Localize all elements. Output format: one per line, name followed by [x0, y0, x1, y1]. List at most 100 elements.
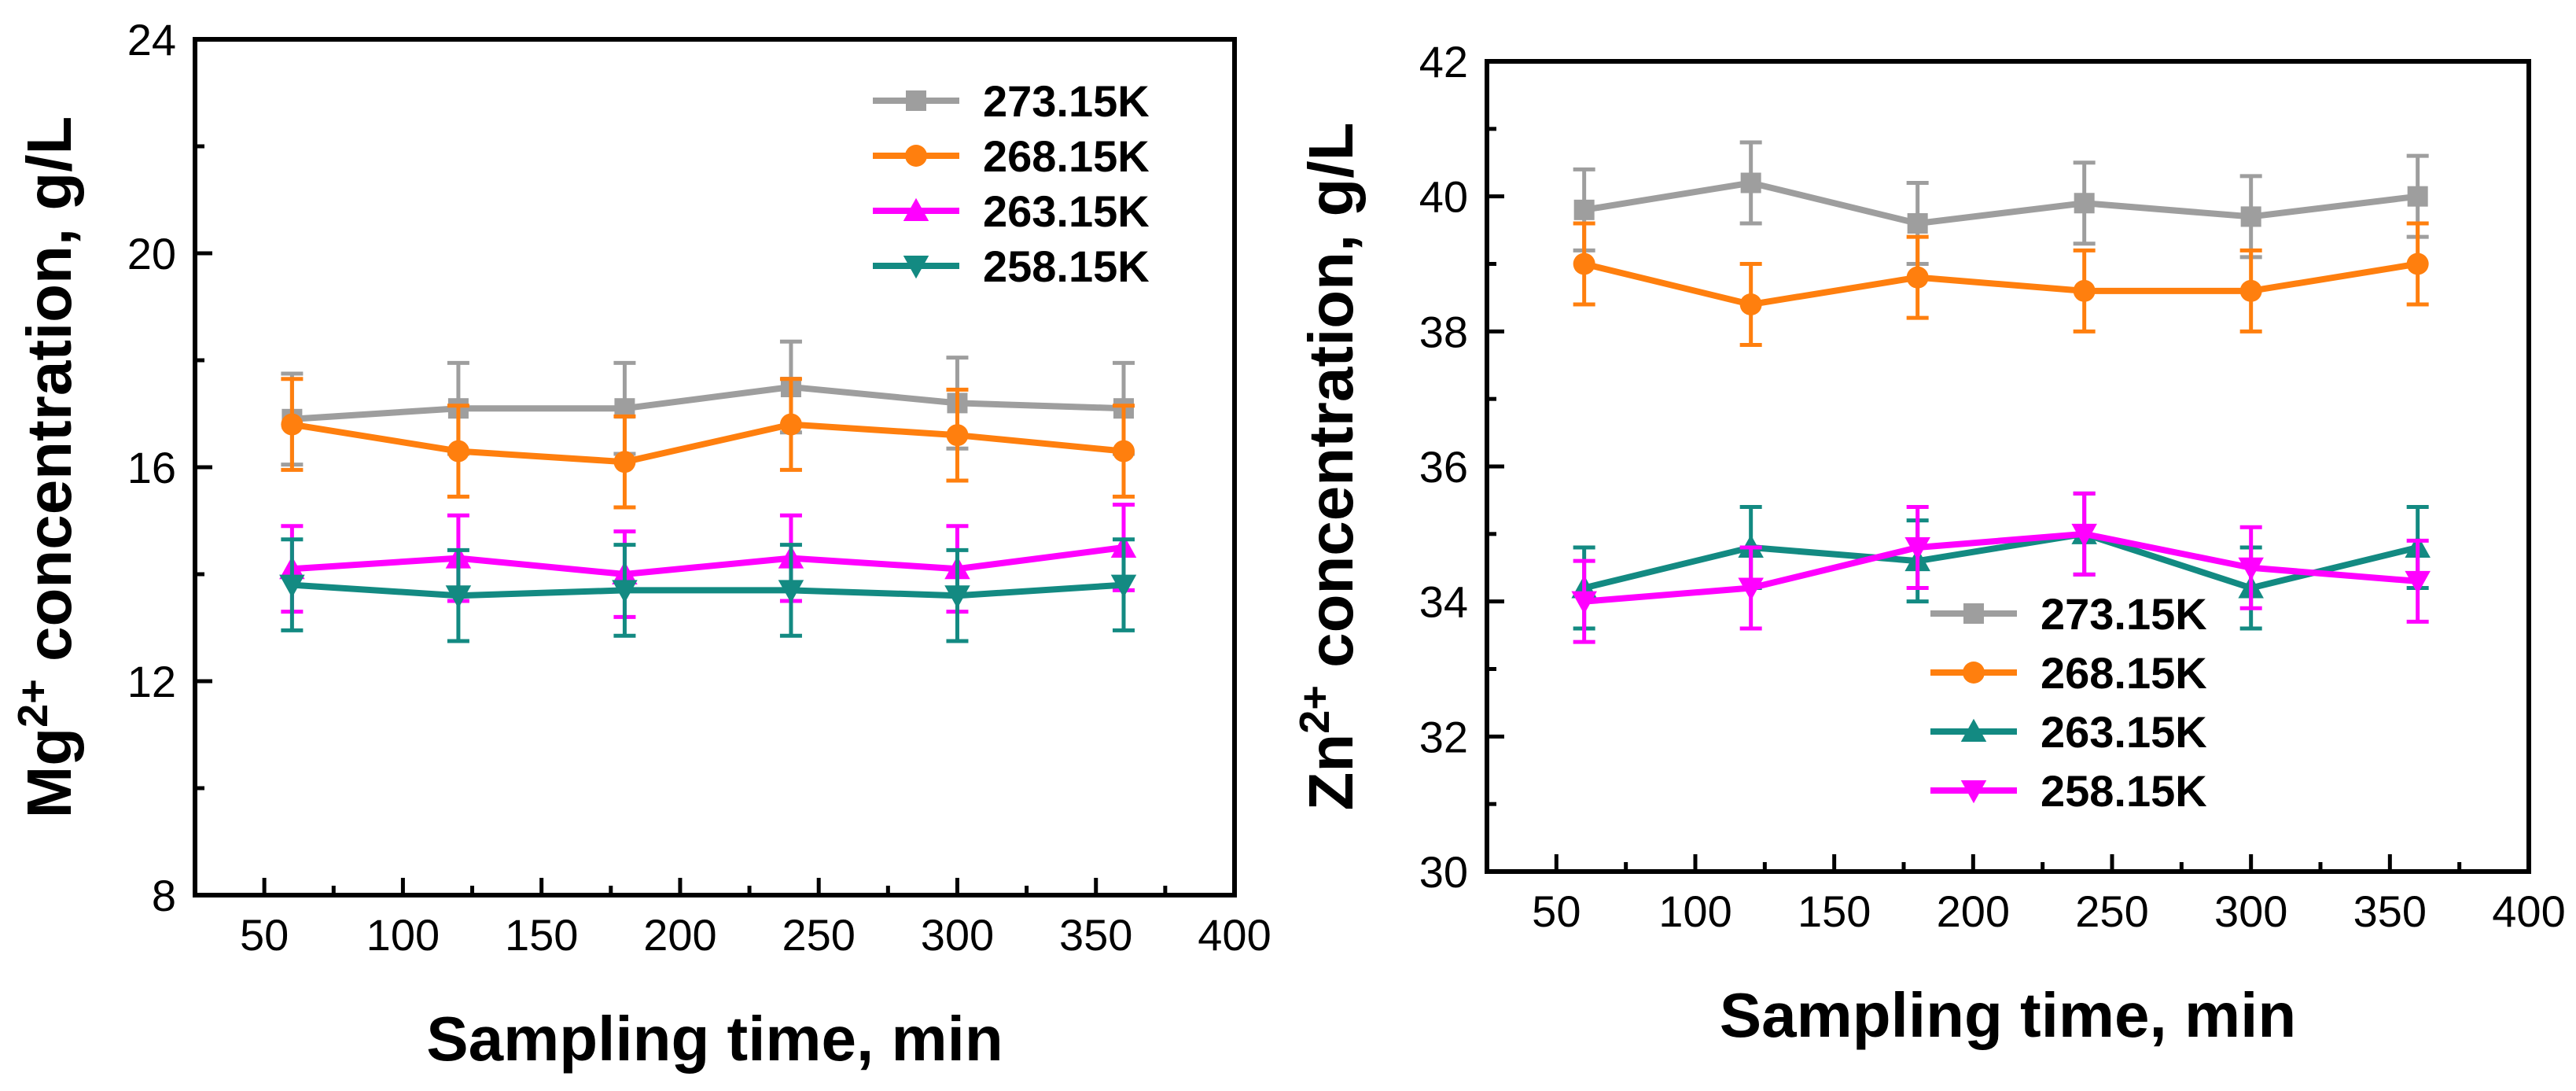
chart-zn-concentration: 50 100 150 200 250 300 350 400 30 32 34 36 38 40 42 Sam…: [1291, 37, 2566, 1050]
series-line: [1584, 179, 2419, 227]
y-axis-title: Zn2+ concentration, g/L: [1291, 123, 1366, 811]
legend-marker: [1963, 603, 1984, 624]
legend-marker: [905, 145, 927, 167]
x-axis-ticks: 50 100 150 200 250 300 350 400: [240, 878, 1271, 960]
legend-label: 273.15K: [983, 76, 1150, 126]
y-tick-label: 34: [1419, 577, 1468, 627]
legend-marker: [903, 197, 929, 221]
data-point: [1739, 293, 1762, 315]
x-axis-title: Sampling time, min: [426, 1004, 1003, 1074]
y-axis-title-base: Mg: [14, 728, 84, 819]
y-tick-label: 40: [1419, 172, 1468, 222]
legend-label: 263.15K: [2041, 707, 2207, 757]
data-point: [1571, 591, 1597, 614]
y-tick-label: 32: [1419, 712, 1468, 761]
series-line: [291, 421, 1124, 466]
data-point: [2071, 523, 2097, 547]
x-tick-label: 350: [2353, 886, 2427, 936]
y-tick-label: 36: [1419, 442, 1468, 492]
legend-marker: [903, 256, 929, 279]
data-point: [2073, 279, 2096, 302]
legend-label: 258.15K: [2041, 766, 2207, 816]
y-tick-label: 24: [127, 15, 176, 65]
y-tick-label: 38: [1419, 307, 1468, 356]
y-tick-label: 8: [152, 871, 176, 920]
series-line: [292, 581, 1124, 599]
series-268.15K: [281, 377, 1135, 510]
series-line: [1584, 530, 2418, 605]
series-line: [1583, 260, 2419, 308]
legend-marker: [1960, 780, 1987, 804]
data-point: [1110, 574, 1137, 598]
data-point: [1112, 440, 1135, 463]
data-point: [778, 580, 804, 603]
series-line: [1583, 530, 2419, 592]
x-tick-label: 150: [505, 910, 578, 960]
data-point: [613, 451, 636, 474]
x-tick-label: 400: [1198, 910, 1271, 960]
legend-label: 273.15K: [2041, 589, 2207, 639]
x-tick-label: 300: [921, 910, 994, 960]
data-point: [2407, 186, 2428, 207]
legend-marker: [1960, 718, 1987, 742]
data-point: [946, 424, 969, 447]
data-point: [2240, 206, 2261, 227]
x-tick-label: 250: [2075, 886, 2148, 936]
legend-label: 258.15K: [983, 241, 1150, 291]
series-268.15K: [1573, 221, 2429, 347]
y-axis-ticks: 8 12 16 20 24: [127, 15, 212, 920]
x-tick-label: 100: [366, 910, 440, 960]
legend-label: 268.15K: [2041, 648, 2207, 698]
x-tick-label: 200: [643, 910, 716, 960]
data-point: [447, 440, 469, 463]
data-point: [2239, 279, 2262, 302]
y-tick-label: 30: [1419, 847, 1468, 897]
y-axis-title-superscript: 2+: [9, 679, 57, 728]
legend-marker: [906, 90, 926, 111]
data-point: [1740, 172, 1761, 194]
series-273.15K: [1573, 140, 2429, 266]
legend-label: 268.15K: [983, 131, 1150, 181]
x-tick-label: 250: [782, 910, 855, 960]
data-point: [1904, 537, 1930, 561]
x-tick-label: 200: [1937, 886, 2010, 936]
x-axis-ticks: 50 100 150 200 250 300 350 400: [1532, 854, 2566, 936]
legend: 273.15K 268.15K 263.15K 258.15K: [1930, 589, 2207, 816]
series-line: [292, 544, 1124, 577]
y-axis-ticks: 30 32 34 36 38 40 42: [1419, 37, 1504, 897]
data-point: [779, 413, 802, 436]
series-line: [292, 384, 1124, 422]
y-axis-title-base: Zn: [1296, 734, 1366, 811]
y-axis-title-rest: concentration, g/L: [1296, 123, 1366, 686]
data-point: [1573, 199, 1595, 220]
y-tick-label: 42: [1419, 37, 1468, 87]
data-point: [944, 585, 970, 609]
series-263.15K: [279, 503, 1137, 619]
plot-frame: [1485, 59, 2531, 874]
data-point: [445, 585, 472, 609]
legend-marker: [1963, 662, 1985, 684]
chart-mg-concentration: 50 100 150 200 250 300 350 400 8 12 16 20 24 Sampling…: [9, 15, 1271, 1074]
series-258.15K: [1571, 491, 2431, 644]
x-tick-label: 400: [2492, 886, 2565, 936]
y-axis-title: Mg2+ concentration, g/L: [9, 116, 84, 819]
x-tick-label: 150: [1798, 886, 1871, 936]
data-point: [1907, 213, 1928, 234]
data-point: [2406, 252, 2429, 275]
x-tick-label: 350: [1059, 910, 1132, 960]
data-point: [1573, 252, 1595, 275]
data-point: [281, 413, 304, 436]
y-axis-title-superscript: 2+: [1291, 685, 1338, 734]
x-tick-label: 50: [1532, 886, 1581, 936]
series-258.15K: [279, 537, 1137, 643]
x-tick-label: 50: [240, 910, 289, 960]
data-point: [1906, 266, 1929, 289]
legend-label: 263.15K: [983, 186, 1150, 236]
y-tick-label: 12: [127, 657, 176, 706]
x-tick-label: 300: [2214, 886, 2287, 936]
data-point: [279, 574, 305, 598]
y-tick-label: 16: [127, 443, 176, 492]
series-263.15K: [1571, 491, 2431, 631]
